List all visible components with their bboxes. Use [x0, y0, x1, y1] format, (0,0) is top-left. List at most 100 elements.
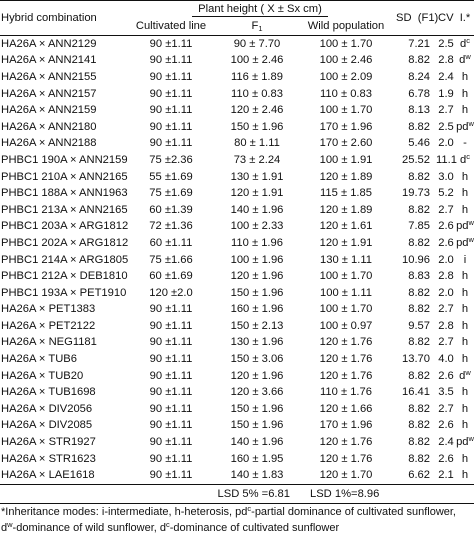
cv-cell: 2.8 [438, 54, 454, 67]
cv-cell: 3.5 [438, 386, 454, 399]
f1-cell: 140 ± 1.96 [230, 436, 284, 449]
inheritance-mode: - [463, 137, 467, 150]
cv-cell: 2.6 [438, 419, 454, 432]
header-cultivated-line-label: Cultivated line [135, 20, 207, 32]
table-row: HA26A × ANN2188 90 ±1.11 80 ± 1.11 170 ± 2.… [0, 136, 474, 153]
header-sd-label: SD [396, 11, 412, 24]
cultivated-line-cell: 90 ±1.11 [149, 303, 193, 316]
hybrid-cell: HA26A × NEG1181 [1, 336, 97, 349]
inheritance-mode: h [461, 203, 469, 216]
inheritance-cell: h [456, 467, 474, 484]
f1-cell: 116 ± 1.89 [231, 70, 283, 83]
cultivated-line-cell: 75 ±2.36 [149, 153, 193, 166]
cultivated-line-cell: 55 ±1.69 [149, 170, 193, 183]
header-sd-f1-label: (F1) [417, 11, 439, 24]
wild-population-cell: 120 ± 1.76 [319, 436, 373, 449]
cv-cell: 2.5 [438, 37, 454, 50]
f1-cell: 140 ± 1.96 [230, 203, 284, 216]
inheritance-cell: h [456, 418, 474, 435]
header-cv-label: CV [438, 11, 454, 24]
hybrid-cell: PHBC1 193A × PET1910 [1, 286, 127, 299]
inheritance-cell: pdw [456, 219, 474, 236]
inheritance-cell: pdw [456, 119, 474, 136]
hybrid-cell: HA26A × DIV2085 [1, 419, 93, 432]
cv-cell: 2.7 [438, 336, 454, 349]
inheritance-cell: h [456, 102, 474, 119]
f1-cell: 120 ± 1.91 [230, 187, 284, 200]
cv-cell: 2.7 [438, 303, 454, 316]
inheritance-mode: d [460, 153, 467, 166]
cultivated-line-cell: 75 ±1.69 [149, 187, 193, 200]
hybrid-cell: HA26A × STR1927 [1, 436, 96, 449]
lsd-5-cell: LSD 5% =6.81 [128, 484, 300, 505]
inheritance-cell: h [456, 335, 474, 352]
cultivated-line-cell: 90 ±1.11 [149, 436, 193, 449]
wild-population-cell: 120 ± 1.76 [319, 336, 373, 349]
hybrid-cell: HA26A × ANN2188 [1, 137, 97, 150]
inheritance-mode: d [459, 369, 466, 382]
sd-cell: 5.46 [408, 137, 430, 150]
cultivated-line-cell: 90 ±1.11 [149, 319, 193, 332]
table-row: HA26A × NEG1181 90 ±1.11 130 ± 1.96 120 ± 1… [0, 335, 474, 352]
table-row: HA26A × LAE1618 90 ±1.11 140 ± 1.83 120 ± 1… [0, 467, 474, 484]
cultivated-line-cell: 90 ±1.11 [149, 87, 193, 100]
wild-population-cell: 170 ± 1.96 [319, 120, 373, 133]
header-wild-population: Wild population [300, 18, 392, 36]
wild-population-cell: 120 ± 1.76 [319, 369, 373, 382]
table-row: HA26A × TUB6 90 ±1.11 150 ± 3.06 120 ± 1.76… [0, 351, 474, 368]
lsd-spacer-right [436, 484, 474, 505]
table-row: HA26A × PET2122 90 ±1.11 150 ± 2.13 100 ± 0… [0, 318, 474, 335]
inheritance-mode: pd [456, 120, 469, 133]
header-inh-label: I.* [459, 11, 471, 24]
footnote-line1-b: -partial dominance of cultivated sunflow… [251, 506, 456, 519]
table-row: HA26A × DIV2056 90 ±1.11 150 ± 1.96 120 ± 1… [0, 401, 474, 418]
inheritance-cell: - [456, 136, 474, 153]
cultivated-line-cell: 90 ±1.11 [149, 419, 193, 432]
inheritance-cell: h [456, 318, 474, 335]
f1-cell: 120 ± 1.96 [230, 369, 284, 382]
sd-cell: 8.83 [408, 270, 430, 283]
hybrid-cell: HA26A × PET2122 [1, 319, 96, 332]
footnote-line1-sup: c [247, 504, 252, 514]
hybrid-cell: PHBC1 214A × ARG1805 [1, 253, 129, 266]
cultivated-line-cell: 60 ±1.11 [149, 236, 193, 249]
inheritance-superscript: c [466, 151, 470, 161]
f1-cell: 90 ± 7.70 [233, 37, 281, 50]
f1-cell: 150 ± 1.96 [230, 419, 284, 432]
f1-cell: 160 ± 1.96 [230, 303, 284, 316]
wild-population-cell: 170 ± 2.60 [319, 137, 373, 150]
lsd-5-value: LSD 5% =6.81 [217, 487, 290, 500]
hybrid-cell: HA26A × ANN2157 [1, 87, 97, 100]
inheritance-mode: i [463, 253, 467, 266]
inheritance-superscript: w [465, 52, 471, 62]
f1-cell: 150 ± 1.96 [230, 402, 284, 415]
cv-cell: 2.6 [438, 452, 454, 465]
hybrid-cell: HA26A × TUB6 [1, 353, 77, 366]
wild-population-cell: 100 ± 1.11 [320, 286, 372, 299]
f1-cell: 150 ± 1.96 [230, 120, 284, 133]
inheritance-cell: dc [456, 152, 474, 169]
f1-cell: 130 ± 1.96 [230, 336, 284, 349]
cultivated-line-cell: 90 ±1.11 [149, 336, 193, 349]
hybrid-cell: HA26A × TUB20 [1, 369, 84, 382]
hybrid-cell: HA26A × PET1383 [1, 303, 96, 316]
table-row: PHBC1 202A × ARG1812 60 ±1.11 110 ± 1.96 12… [0, 235, 474, 252]
cv-cell: 2.8 [438, 319, 454, 332]
sd-cell: 8.82 [408, 369, 430, 382]
inheritance-cell: dw [456, 368, 474, 385]
sd-cell: 13.70 [402, 353, 430, 366]
wild-population-cell: 115 ± 1.85 [320, 187, 372, 200]
header-sd: SD (F1) [392, 0, 439, 36]
inheritance-mode: h [461, 336, 469, 349]
wild-population-cell: 120 ± 1.89 [319, 203, 373, 216]
sd-cell: 6.62 [408, 469, 430, 482]
f1-cell: 140 ± 1.83 [230, 469, 284, 482]
wild-population-cell: 100 ± 1.91 [319, 153, 373, 166]
f1-cell: 130 ± 1.91 [230, 170, 284, 183]
f1-cell: 150 ± 1.96 [230, 286, 284, 299]
inheritance-mode: h [461, 452, 469, 465]
table-row: PHBC1 210A × ANN2165 55 ±1.69 130 ± 1.91 12… [0, 169, 474, 186]
f1-cell: 73 ± 2.24 [233, 153, 281, 166]
table-row: PHBC1 203A × ARG1812 72 ±1.36 100 ± 2.33 12… [0, 219, 474, 236]
inheritance-cell: h [456, 69, 474, 86]
